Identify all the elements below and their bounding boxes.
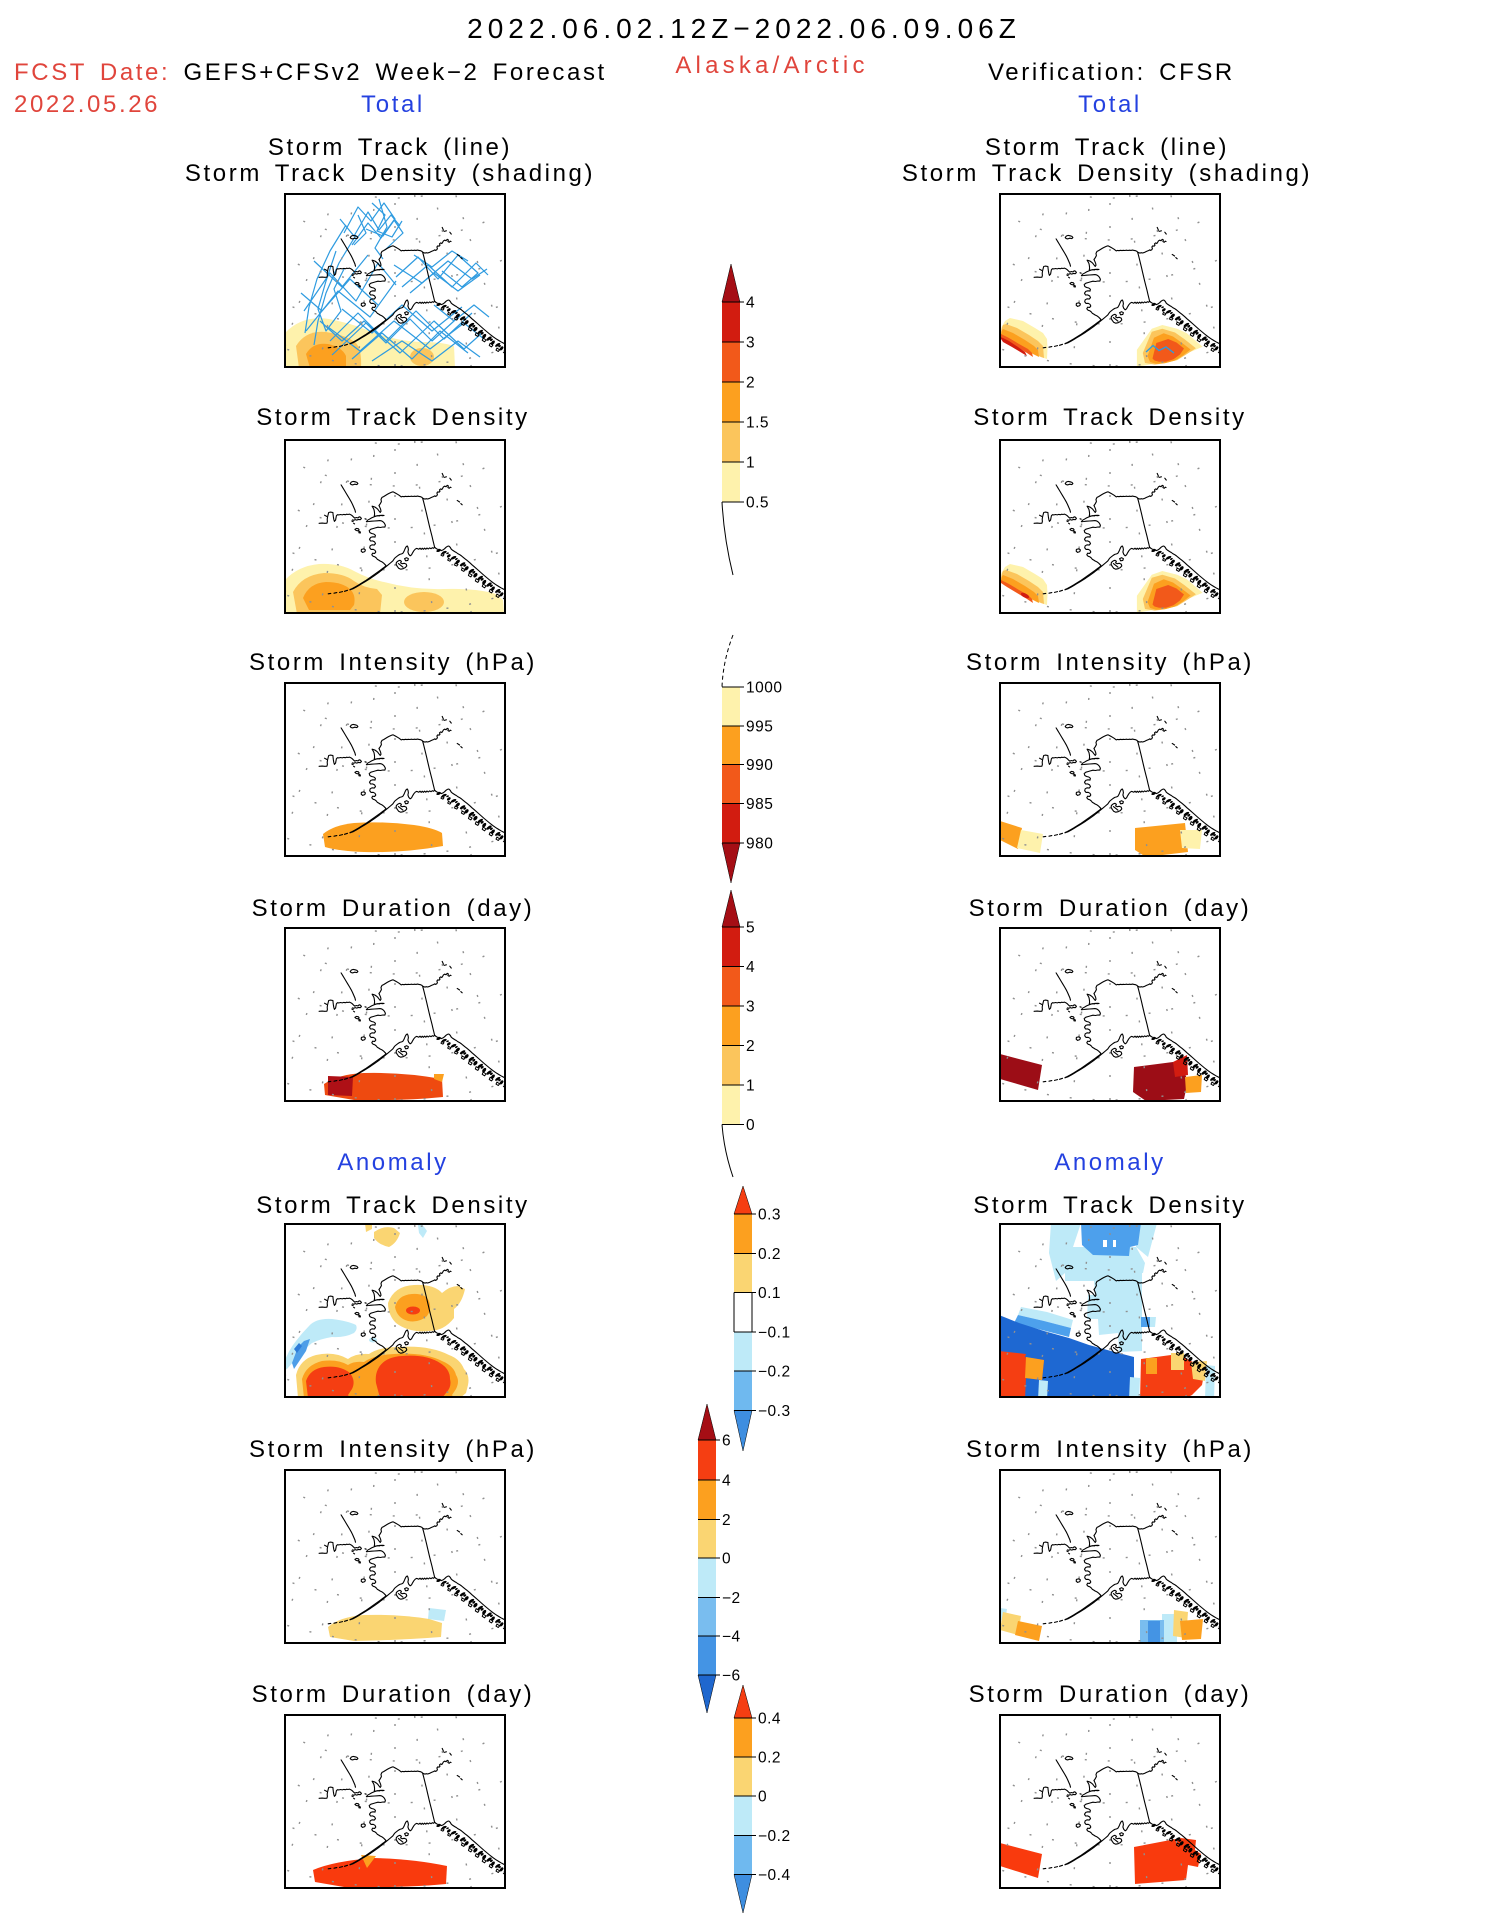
svg-text:1: 1 bbox=[746, 455, 755, 472]
svg-text:1000: 1000 bbox=[746, 680, 782, 697]
svg-text:−0.2: −0.2 bbox=[758, 1364, 791, 1381]
svg-text:2: 2 bbox=[746, 1038, 755, 1055]
svg-text:3: 3 bbox=[746, 335, 755, 352]
svg-text:4: 4 bbox=[746, 959, 755, 976]
svg-text:0: 0 bbox=[722, 1551, 731, 1568]
svg-text:995: 995 bbox=[746, 719, 773, 736]
svg-text:5: 5 bbox=[746, 920, 755, 937]
svg-text:0.3: 0.3 bbox=[758, 1207, 781, 1224]
svg-text:2: 2 bbox=[722, 1512, 731, 1529]
svg-text:0: 0 bbox=[758, 1789, 767, 1806]
svg-text:0.2: 0.2 bbox=[758, 1246, 781, 1263]
svg-text:0.2: 0.2 bbox=[758, 1750, 781, 1767]
svg-text:−2: −2 bbox=[722, 1590, 741, 1607]
svg-text:4: 4 bbox=[722, 1473, 731, 1490]
svg-text:−0.3: −0.3 bbox=[758, 1403, 791, 1420]
svg-text:−0.2: −0.2 bbox=[758, 1828, 791, 1845]
svg-text:1: 1 bbox=[746, 1078, 755, 1095]
svg-text:−0.4: −0.4 bbox=[758, 1867, 791, 1884]
svg-text:0.4: 0.4 bbox=[758, 1711, 781, 1728]
svg-text:4: 4 bbox=[746, 295, 755, 312]
svg-text:2: 2 bbox=[746, 375, 755, 392]
svg-text:−4: −4 bbox=[722, 1629, 741, 1646]
svg-text:980: 980 bbox=[746, 836, 773, 853]
svg-text:0: 0 bbox=[746, 1117, 755, 1134]
svg-text:6: 6 bbox=[722, 1433, 731, 1450]
svg-text:−0.1: −0.1 bbox=[758, 1325, 791, 1342]
svg-text:0.1: 0.1 bbox=[758, 1285, 781, 1302]
svg-text:3: 3 bbox=[746, 999, 755, 1016]
svg-text:990: 990 bbox=[746, 757, 773, 774]
svg-text:0.5: 0.5 bbox=[746, 495, 769, 512]
svg-text:985: 985 bbox=[746, 796, 773, 813]
svg-text:−6: −6 bbox=[722, 1668, 741, 1685]
svg-text:1.5: 1.5 bbox=[746, 415, 769, 432]
